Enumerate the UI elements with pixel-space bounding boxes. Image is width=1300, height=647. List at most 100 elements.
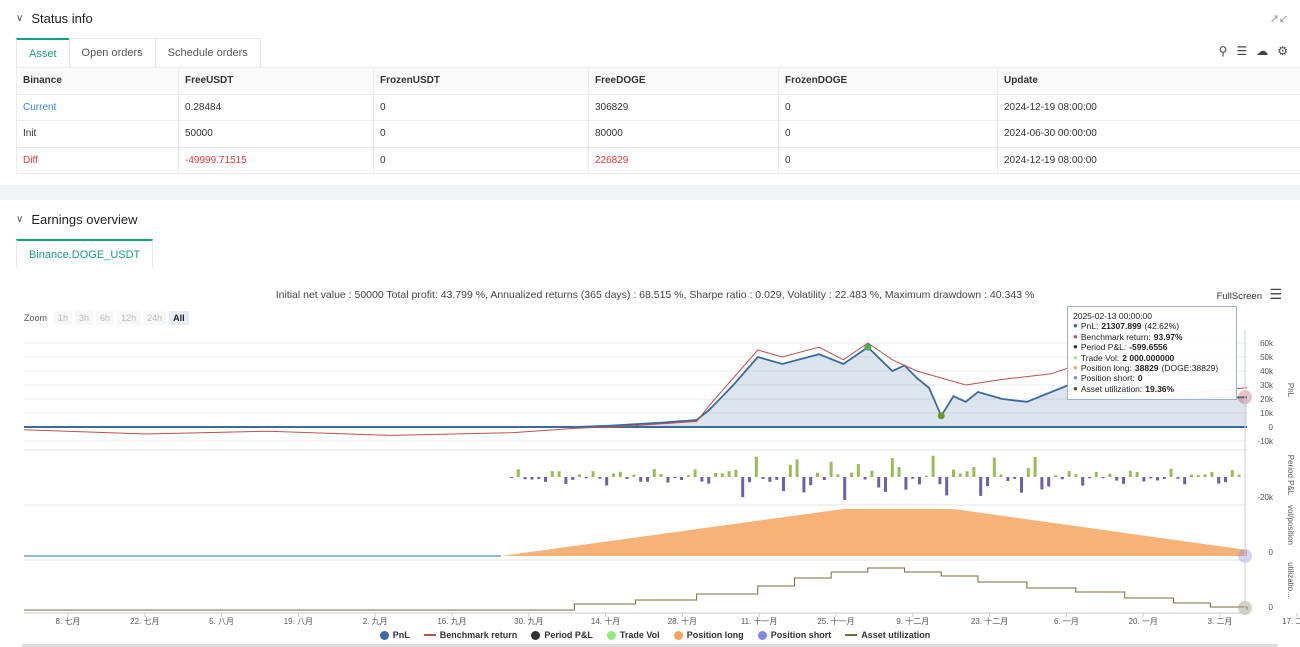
legend-item[interactable]: Period P&L — [531, 630, 593, 640]
table-header-row: Binance FreeUSDT FrozenUSDT FreeDOGE Fro… — [16, 67, 1300, 95]
period-pnl-bar — [992, 457, 996, 477]
period-pnl-bar — [1203, 474, 1207, 477]
period-pnl-bar — [822, 477, 826, 481]
period-pnl-bar — [809, 477, 813, 486]
collapse-icon[interactable]: ↗↙ — [1269, 13, 1288, 25]
period-pnl-bar — [652, 468, 656, 477]
legend-label: Position long — [686, 630, 744, 640]
legend-label: Asset utilization — [861, 630, 931, 640]
column-header[interactable]: FrozenDOGE — [778, 67, 998, 95]
period-pnl-bar — [754, 456, 758, 477]
tab-schedule-orders[interactable]: Schedule orders — [154, 38, 261, 67]
tab-binance-doge-usdt[interactable]: Binance.DOGE_USDT — [16, 239, 154, 268]
x-tick-label: 17. 二月 — [1282, 617, 1300, 626]
y-axis-title: Period P&L — [1286, 455, 1295, 496]
series-dot-icon: ● — [1073, 373, 1078, 383]
y-tick-label: -20k — [1257, 493, 1274, 502]
period-pnl-bar — [700, 477, 704, 482]
chart-menu-icon[interactable]: ☰ — [1269, 286, 1282, 302]
column-header[interactable]: FrozenUSDT — [373, 67, 589, 95]
period-pnl-bar — [1149, 477, 1153, 479]
column-header[interactable]: FreeUSDT — [178, 67, 374, 95]
period-pnl-bar — [537, 477, 541, 479]
period-pnl-bar — [741, 477, 745, 498]
zoom-3h-button[interactable]: 3h — [75, 311, 94, 325]
period-pnl-bar — [1088, 477, 1091, 479]
zoom-1h-button[interactable]: 1h — [54, 311, 73, 325]
period-pnl-bar — [618, 471, 622, 477]
chevron-down-icon[interactable]: ∨ — [16, 213, 24, 225]
cloud-download-icon[interactable]: ☁ — [1256, 44, 1269, 58]
period-pnl-bar — [707, 477, 711, 484]
tab-asset[interactable]: Asset — [16, 38, 70, 67]
zoom-6h-button[interactable]: 6h — [96, 311, 115, 325]
column-header[interactable]: Binance — [16, 67, 179, 95]
period-pnl-bar — [510, 477, 513, 478]
gear-icon[interactable]: ⚙ — [1277, 44, 1288, 58]
legend-marker-icon — [757, 630, 767, 640]
x-tick-label: 23. 十二月 — [971, 616, 1008, 626]
legend-item[interactable]: PnL — [379, 630, 410, 640]
period-pnl-bar — [1224, 477, 1227, 483]
y-tick-label: 0 — [1269, 423, 1274, 432]
period-pnl-bar — [1094, 471, 1098, 477]
legend-item[interactable]: Position short — [757, 630, 831, 640]
legend-item[interactable]: Position long — [673, 630, 744, 640]
table-cell: -49999.71515 — [178, 146, 374, 174]
column-header[interactable]: FreeDOGE — [588, 67, 779, 95]
tooltip-row: ● Period P&L: -599.6556 — [1073, 342, 1231, 352]
table-cell: Diff — [16, 146, 179, 174]
table-cell: 2024-12-19 08:00:00 — [997, 93, 1300, 121]
series-dot-icon: ● — [1073, 363, 1078, 373]
zoom-all-button[interactable]: All — [169, 311, 189, 325]
earnings-overview-header[interactable]: ∨ Earnings overview — [16, 209, 138, 229]
x-tick-label: 16. 九月 — [437, 617, 466, 626]
x-tick-label: 9. 十二月 — [896, 616, 929, 626]
tooltip-row: ● Position long: 38829 (DOGE:38829) — [1073, 363, 1231, 373]
period-pnl-bar — [714, 472, 717, 477]
tooltip-value: 38829 — [1134, 363, 1159, 374]
y-tick-label: 0 — [1269, 548, 1274, 557]
period-pnl-bar — [523, 477, 527, 480]
zoom-24h-button[interactable]: 24h — [143, 311, 167, 325]
period-pnl-bar — [666, 477, 670, 483]
legend-item[interactable]: Asset utilization — [845, 630, 930, 640]
fullscreen-button[interactable]: FullScreen — [1216, 291, 1262, 302]
period-pnl-bar — [625, 477, 629, 479]
period-pnl-bar — [904, 477, 908, 490]
chart-tooltip: 2025-02-13 00:00:00 ● PnL: 21307.899 (42.62… — [1067, 306, 1237, 400]
column-header[interactable]: Update — [997, 67, 1300, 95]
performance-summary: Initial net value : 50000 Total profit: … — [275, 289, 1035, 301]
chevron-down-icon[interactable]: ∨ — [16, 12, 24, 24]
list-icon[interactable]: ☰ — [1236, 44, 1248, 58]
period-pnl-bar — [544, 477, 547, 482]
chart-legend: PnL Benchmark return Period P&L Trade Vol Po… — [0, 630, 1300, 640]
trade-marker-icon — [864, 343, 872, 351]
legend-item[interactable]: Trade Vol — [606, 630, 660, 640]
status-info-header[interactable]: ∨ Status info — [16, 8, 93, 28]
x-tick-label: 30. 九月 — [514, 617, 543, 626]
chart-scrollbar[interactable] — [22, 644, 1278, 647]
period-pnl-bar — [659, 473, 663, 477]
period-pnl-bar — [877, 477, 881, 488]
legend-item[interactable]: Benchmark return — [423, 630, 517, 640]
tooltip-label: PnL: — [1080, 321, 1099, 332]
asset-table: Binance FreeUSDT FrozenUSDT FreeDOGE Fro… — [16, 67, 1300, 174]
section-title: Status info — [31, 10, 93, 26]
period-pnl-bar — [911, 477, 915, 479]
legend-marker-icon — [423, 634, 436, 636]
period-pnl-bar — [856, 463, 860, 477]
period-pnl-bar — [598, 477, 602, 479]
legend-marker-icon — [606, 630, 616, 640]
earnings-chart[interactable]: 60k 50k 40k 30k 20k 10k 0 -10k PnL Period P&L vol/… — [0, 200, 1300, 647]
table-row: Init 50000 0 80000 0 2024-06-30 00:00:00 — [16, 120, 1300, 148]
period-pnl-bar — [1108, 473, 1112, 477]
period-pnl-bar — [1156, 477, 1159, 481]
period-pnl-bar — [884, 477, 887, 492]
legend-label: Trade Vol — [619, 630, 660, 640]
period-pnl-bar — [1081, 477, 1085, 486]
search-icon[interactable]: ⚲ — [1218, 44, 1228, 58]
zoom-12h-button[interactable]: 12h — [117, 311, 141, 325]
tab-open-orders[interactable]: Open orders — [68, 38, 156, 67]
period-pnl-bar — [816, 472, 819, 477]
